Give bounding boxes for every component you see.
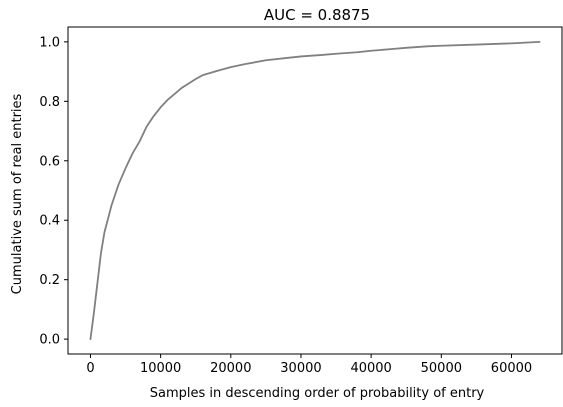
plot-area: 0 10000 20000 30000 40000 50000 60000 0.0 0.2 0.4… [39, 26, 563, 376]
x-tick-label: 20000 [210, 361, 251, 376]
series-line-0 [89, 40, 541, 341]
y-tick-label: 0.2 [39, 273, 60, 288]
x-tick-label: 40000 [350, 361, 391, 376]
plot-frame [67, 26, 563, 355]
x-tick-label: 60000 [491, 361, 532, 376]
x-axis-label: Samples in descending order of probabili… [150, 386, 485, 401]
y-tick-label: 0.8 [39, 95, 60, 110]
y-axis-label: Cumulative sum of real entries [10, 93, 25, 294]
y-tick-label: 0.4 [39, 214, 60, 229]
x-tick-label: 50000 [421, 361, 462, 376]
y-tick-label: 0.0 [39, 333, 60, 348]
y-tick-label: 0.6 [39, 154, 60, 169]
x-tick-label: 10000 [140, 361, 181, 376]
x-tick-label: 30000 [280, 361, 321, 376]
chart-title: AUC = 0.8875 [264, 6, 370, 24]
y-tick-label: 1.0 [39, 35, 60, 50]
x-tick-label: 0 [86, 361, 94, 376]
